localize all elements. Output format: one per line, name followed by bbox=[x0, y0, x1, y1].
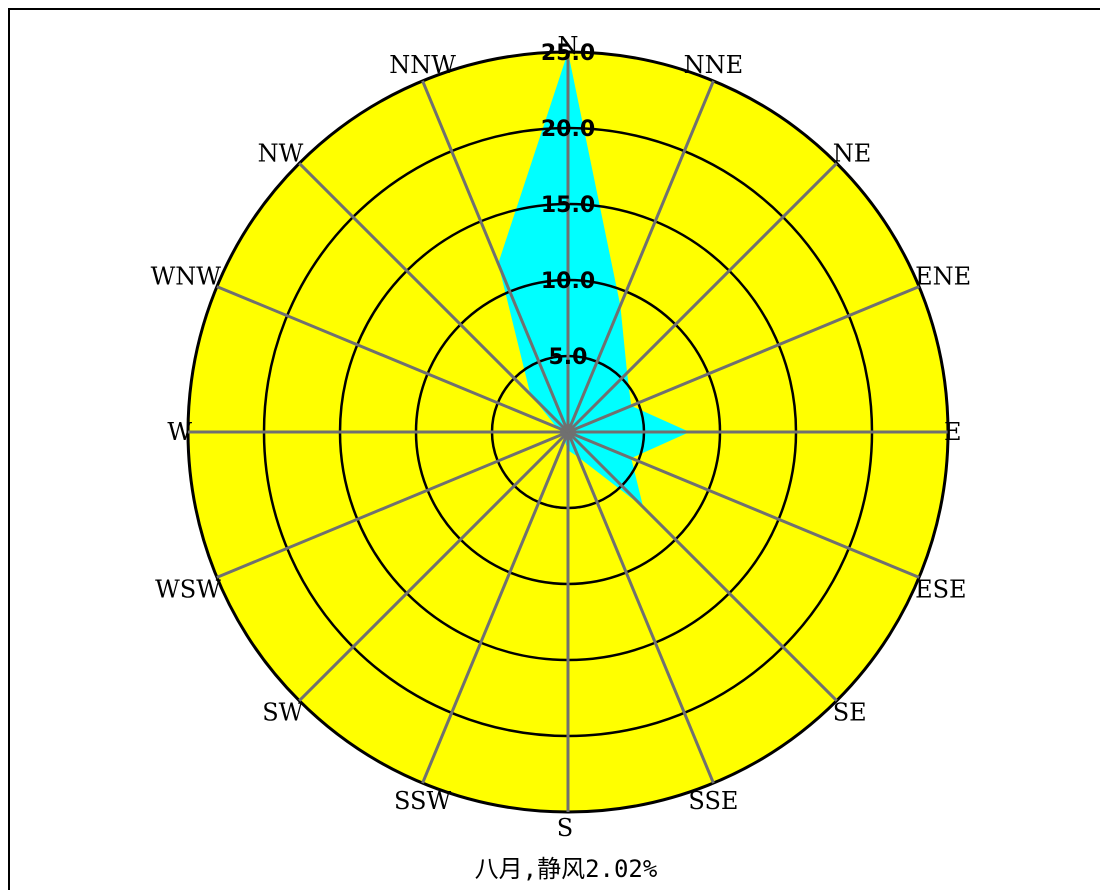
direction-label-wnw: WNW bbox=[151, 263, 222, 291]
ring-label-3: 20.0 bbox=[541, 117, 595, 142]
direction-label-s: S bbox=[557, 814, 573, 842]
direction-label-se: SE bbox=[833, 699, 867, 727]
spoke-wsw bbox=[216, 430, 569, 579]
ring-label-1: 10.0 bbox=[541, 269, 595, 294]
ring-labels-layer: 5.0 10.0 15.0 20.0 25.0 bbox=[541, 41, 595, 370]
spoke-sw bbox=[298, 430, 570, 702]
direction-label-e: E bbox=[944, 418, 962, 446]
ring-label-0: 5.0 bbox=[549, 345, 588, 370]
spoke-nne bbox=[566, 80, 715, 433]
spoke-ene bbox=[567, 285, 920, 434]
direction-labels-layer: N NNE NE ENE E ESE SE SSE S SSW SW WSW W WNW NW NNW bbox=[151, 32, 972, 842]
direction-label-nw: NW bbox=[258, 139, 304, 167]
chart-caption: 八月,静风2.02% bbox=[475, 855, 658, 883]
chart-frame bbox=[8, 8, 1100, 890]
wind-frequency-polygon bbox=[498, 52, 690, 508]
direction-label-wsw: WSW bbox=[155, 575, 221, 603]
direction-label-sw: SW bbox=[262, 699, 303, 727]
direction-label-n: N bbox=[558, 32, 579, 60]
direction-label-ene: ENE bbox=[915, 263, 971, 291]
direction-label-ese: ESE bbox=[915, 575, 966, 603]
direction-label-nne: NNE bbox=[684, 51, 744, 79]
spoke-se bbox=[566, 430, 838, 702]
spoke-ese bbox=[567, 430, 920, 579]
spoke-wnw bbox=[216, 285, 569, 434]
ring-label-2: 15.0 bbox=[541, 193, 595, 218]
spokes-layer bbox=[188, 52, 948, 812]
spoke-nw bbox=[298, 162, 570, 434]
spoke-ssw bbox=[421, 431, 570, 784]
spoke-ne bbox=[566, 162, 838, 434]
direction-label-ssw: SSW bbox=[394, 787, 451, 815]
ring-label-4: 25.0 bbox=[541, 41, 595, 66]
direction-label-ne: NE bbox=[833, 139, 872, 167]
direction-label-nnw: NNW bbox=[389, 51, 456, 79]
spoke-sse bbox=[566, 431, 715, 784]
direction-label-sse: SSE bbox=[688, 787, 738, 815]
spoke-nnw bbox=[421, 80, 570, 433]
direction-label-w: W bbox=[167, 418, 192, 446]
